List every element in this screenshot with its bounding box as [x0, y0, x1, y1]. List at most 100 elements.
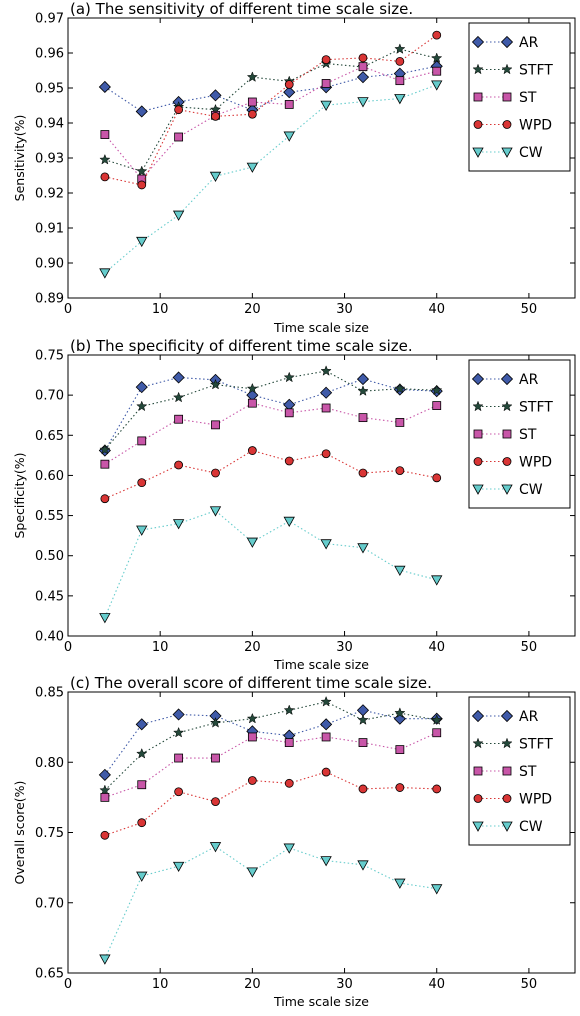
data-point-wpd: [395, 57, 405, 66]
chart-title: (c) The overall score of different time …: [70, 674, 432, 692]
y-tick-label: 0.55: [35, 509, 64, 524]
data-point-wpd: [321, 767, 331, 777]
data-point-stft: [357, 714, 369, 725]
x-tick-label: 10: [152, 640, 169, 655]
legend: AR STFT ST WPD CW: [468, 22, 571, 172]
series-line-stft: [104, 701, 437, 791]
data-point-cw: [209, 842, 222, 853]
legend-box: [468, 22, 571, 172]
y-axis-label: Specificity(%): [12, 452, 27, 538]
legend-marker-cw: [501, 821, 513, 832]
series-line-ar: [104, 709, 437, 776]
legend-label-wpd: WPD: [519, 118, 552, 134]
data-point-cw: [136, 236, 148, 248]
series-line-cw: [104, 845, 437, 960]
data-point-st: [321, 403, 331, 413]
data-point-wpd: [395, 466, 405, 476]
data-point-cw: [431, 80, 443, 91]
data-point-st: [211, 420, 220, 430]
data-point-cw: [283, 131, 295, 142]
legend-box: [468, 696, 571, 846]
series-line-cw: [104, 510, 437, 618]
x-tick-label: 10: [152, 977, 169, 992]
data-point-st: [100, 792, 110, 802]
chart-panel-2: (b) The specificity of different time sc…: [12, 337, 576, 672]
legend-marker-st: [502, 92, 512, 102]
y-tick-label: 0.75: [35, 349, 64, 364]
data-point-st: [100, 130, 110, 139]
legend-marker-st: [502, 766, 512, 776]
x-axis-label: Time scale size: [273, 657, 369, 672]
data-point-wpd: [174, 105, 184, 115]
data-point-cw: [99, 613, 111, 624]
data-point-wpd: [432, 473, 442, 483]
legend: AR STFT ST WPD CW: [468, 359, 571, 509]
series-line-wpd: [104, 34, 438, 186]
data-point-cw: [320, 856, 332, 867]
chart-title: (b) The specificity of different time sc…: [70, 337, 413, 355]
legend-marker-wpd: [502, 457, 512, 466]
legend-marker-cw: [472, 147, 484, 158]
y-tick-label: 0.85: [35, 686, 64, 701]
y-tick-label: 0.89: [35, 292, 64, 307]
series-line-st: [104, 732, 437, 798]
data-point-st: [432, 728, 442, 738]
data-point-cw: [283, 516, 295, 528]
data-point-stft: [246, 712, 258, 724]
y-tick-label: 0.60: [35, 469, 64, 484]
data-point-wpd: [137, 180, 147, 190]
x-tick-label: 50: [521, 977, 538, 992]
data-point-st: [395, 418, 405, 427]
y-tick-label: 0.65: [35, 429, 64, 444]
x-axis-label: Time scale size: [273, 320, 369, 335]
data-point-st: [358, 738, 368, 747]
data-point-ar: [135, 718, 148, 731]
legend-label-ar: AR: [519, 709, 539, 725]
chart-panel-1: (a) The sensitivity of different time sc…: [12, 0, 576, 335]
data-point-st: [358, 413, 368, 423]
chart-title: (a) The sensitivity of different time sc…: [70, 0, 413, 18]
y-tick-label: 0.96: [35, 47, 64, 62]
data-point-cw: [394, 565, 406, 576]
data-point-stft: [320, 365, 332, 376]
x-tick-label: 20: [244, 302, 261, 317]
data-point-ar: [172, 371, 185, 384]
y-tick-label: 0.80: [35, 756, 64, 771]
chart-panel-3: (c) The overall score of different time …: [12, 674, 576, 1009]
data-point-wpd: [100, 830, 110, 840]
legend-label-cw: CW: [519, 145, 543, 161]
data-point-cw: [246, 867, 259, 878]
legend-marker-st: [502, 429, 512, 439]
x-tick-label: 30: [336, 977, 353, 992]
x-tick-label: 50: [521, 640, 538, 655]
data-point-stft: [394, 43, 406, 54]
data-point-wpd: [284, 456, 294, 466]
data-point-st: [432, 66, 442, 76]
legend-label-st: ST: [519, 427, 537, 443]
data-point-wpd: [137, 478, 147, 488]
data-point-cw: [394, 878, 406, 889]
legend-label-st: ST: [519, 90, 537, 106]
y-tick-label: 0.40: [35, 630, 64, 645]
data-point-st: [247, 97, 257, 107]
data-point-wpd: [211, 111, 220, 121]
y-axis-label: Overall score(%): [12, 781, 27, 885]
data-point-stft: [431, 384, 443, 396]
data-point-wpd: [395, 783, 405, 792]
data-point-ar: [356, 373, 370, 386]
data-point-st: [321, 79, 331, 88]
data-point-st: [358, 62, 368, 72]
legend-marker-cw: [472, 821, 484, 832]
data-point-wpd: [100, 494, 110, 504]
data-point-stft: [246, 71, 258, 82]
x-tick-label: 30: [336, 302, 353, 317]
x-tick-label: 0: [64, 977, 72, 992]
data-point-cw: [357, 543, 369, 554]
data-point-st: [247, 732, 257, 742]
data-point-stft: [394, 707, 406, 718]
x-tick-label: 20: [244, 977, 261, 992]
legend-marker-wpd: [502, 120, 512, 129]
data-point-cw: [357, 860, 369, 871]
data-point-wpd: [432, 784, 442, 794]
